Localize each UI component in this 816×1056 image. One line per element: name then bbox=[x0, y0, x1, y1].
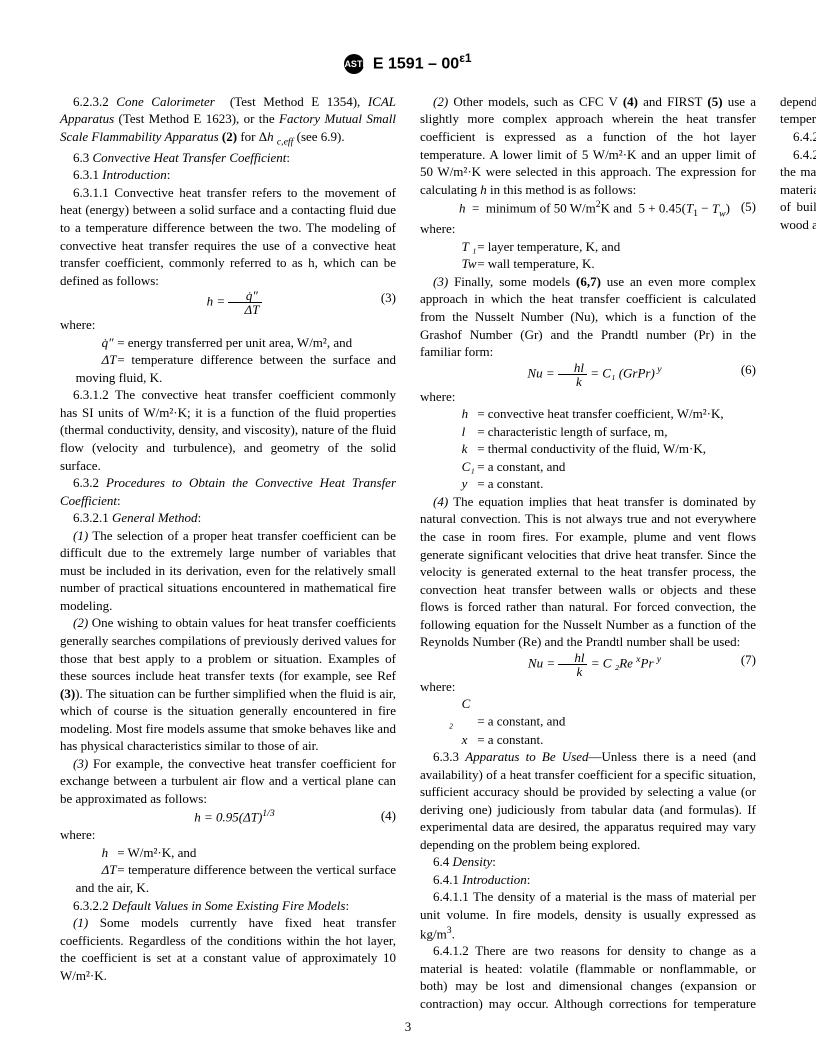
p-6312: 6.3.1.2 The convective heat transfer coe… bbox=[60, 386, 396, 474]
astm-logo: ASTM bbox=[344, 54, 364, 74]
where-2: where: bbox=[60, 826, 396, 844]
body-columns: 6.2.3.2 Cone Calorimeter (Test Method E … bbox=[60, 93, 756, 1013]
where-4c: k= thermal conductivity of the fluid, W/… bbox=[420, 440, 756, 458]
where-4: where: bbox=[420, 388, 756, 406]
p-64: 6.4 Density: bbox=[420, 853, 756, 871]
where-5a: C ₂= a constant, and bbox=[420, 695, 756, 730]
p-gm2: (2) One wishing to obtain values for hea… bbox=[60, 614, 396, 754]
p-6232: 6.2.3.2 Cone Calorimeter (Test Method E … bbox=[60, 93, 396, 149]
eq-num-4: (4) bbox=[368, 807, 396, 825]
equation-4: h = 0.95(ΔT)1/3 (4) bbox=[60, 807, 396, 826]
where-1b: ΔT= temperature difference between the s… bbox=[60, 351, 396, 386]
eq-num-7: (7) bbox=[728, 651, 756, 669]
p-dv3: (3) Finally, some models (6,7) use an ev… bbox=[420, 273, 756, 361]
p-dv1: (1) Some models currently have fixed hea… bbox=[60, 914, 396, 984]
p-gm3: (3) For example, the convective heat tra… bbox=[60, 755, 396, 808]
where-4b: l= characteristic length of surface, m, bbox=[420, 423, 756, 441]
p-641: 6.4.1 Introduction: bbox=[420, 871, 756, 889]
where-4e: y= a constant. bbox=[420, 475, 756, 493]
p-631: 6.3.1 Introduction: bbox=[60, 166, 396, 184]
equation-3: h = q̇″ΔT (3) bbox=[60, 289, 396, 316]
where-5: where: bbox=[420, 678, 756, 696]
page-header: ASTM E 1591 – 00ε1 bbox=[60, 50, 756, 75]
eq-num-5: (5) bbox=[728, 198, 756, 216]
eq-num-6: (6) bbox=[728, 361, 756, 379]
p-633: 6.3.3 Apparatus to Be Used—Unless there … bbox=[420, 748, 756, 853]
equation-5: h = minimum of 50 W/m2K and 5 + 0.45(T1 … bbox=[420, 198, 756, 220]
p-dv4: (4) The equation implies that heat trans… bbox=[420, 493, 756, 651]
where-1a: q̇″= energy transferred per unit area, W… bbox=[60, 334, 396, 352]
p-63: 6.3 Convective Heat Transfer Coefficient… bbox=[60, 149, 396, 167]
p-6421: 6.4.2.1 The density of a material is det… bbox=[780, 146, 816, 234]
where-3: where: bbox=[420, 220, 756, 238]
where-3a: T ₁= layer temperature, K, and bbox=[420, 238, 756, 256]
where-5b: x= a constant. bbox=[420, 731, 756, 749]
where-3b: Tw= wall temperature, K. bbox=[420, 255, 756, 273]
where-4d: C₁= a constant, and bbox=[420, 458, 756, 476]
p-6311: 6.3.1.1 Convective heat transfer refers … bbox=[60, 184, 396, 289]
equation-6: Nu = hlk = C₁ (GrPr) y (6) bbox=[420, 361, 756, 388]
equation-7: Nu = hlk = C ₂Re xPr y (7) bbox=[420, 651, 756, 678]
where-4a: h= convective heat transfer coefficient,… bbox=[420, 405, 756, 423]
p-642: 6.4.2 Procedures to Obtain Density: bbox=[780, 128, 816, 146]
eq-num-3: (3) bbox=[368, 289, 396, 307]
where-1: where: bbox=[60, 316, 396, 334]
page-number: 3 bbox=[0, 1018, 816, 1036]
p-6411: 6.4.1.1 The density of a material is the… bbox=[420, 888, 756, 942]
standard-number: E 1591 – 00 bbox=[373, 55, 459, 72]
p-gm1: (1) The selection of a proper heat trans… bbox=[60, 527, 396, 615]
p-dv2: (2) Other models, such as CFC V (4) and … bbox=[420, 93, 756, 198]
header-epsilon: ε1 bbox=[459, 51, 471, 65]
where-2b: ΔT= temperature difference between the v… bbox=[60, 861, 396, 896]
p-6322: 6.3.2.2 Default Values in Some Existing … bbox=[60, 897, 396, 915]
where-2a: h= W/m²·K, and bbox=[60, 844, 396, 862]
p-6321: 6.3.2.1 General Method: bbox=[60, 509, 396, 527]
p-632: 6.3.2 Procedures to Obtain the Convectiv… bbox=[60, 474, 396, 509]
